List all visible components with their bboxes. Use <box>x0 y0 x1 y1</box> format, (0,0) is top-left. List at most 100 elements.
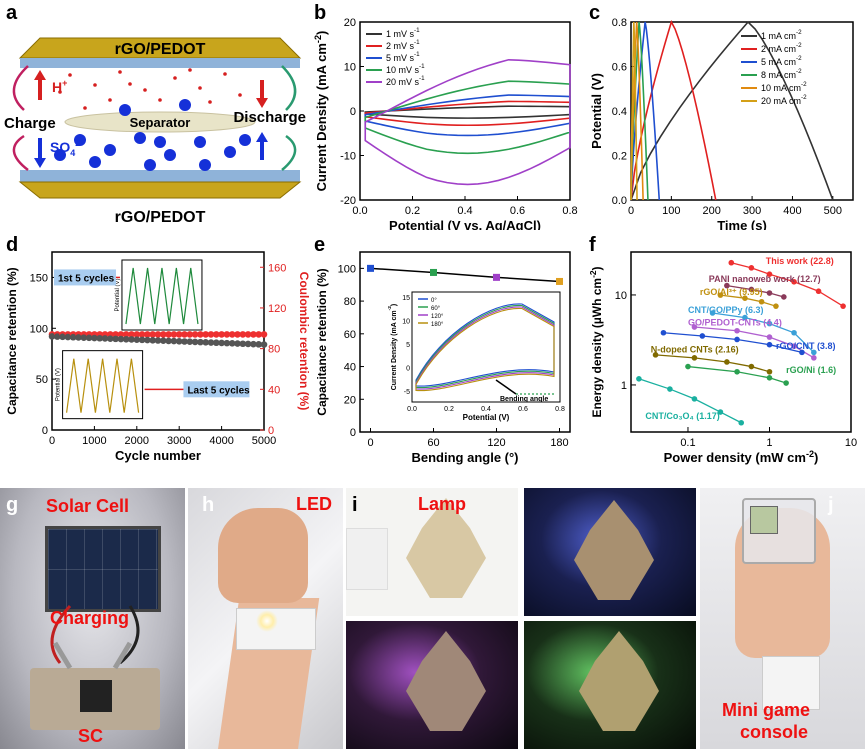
ragone-point <box>781 294 787 300</box>
sc-wristband <box>762 656 820 710</box>
series-label: PANI nanoweb work (12.7) <box>709 274 821 284</box>
ragone-point <box>667 386 673 392</box>
coulombic-point <box>239 331 247 338</box>
sulfate-dot <box>119 104 131 116</box>
coulombic-point <box>160 331 167 338</box>
y-tick-label: 10 <box>344 62 356 74</box>
coulombic-point <box>144 331 151 338</box>
x-tick-label: 60 <box>427 437 439 449</box>
inset-x-tick-label: 0.8 <box>555 406 565 413</box>
capacitance-point <box>48 333 56 340</box>
x-tick-label: 0.2 <box>405 205 420 217</box>
y2-tick-label: 120 <box>268 303 286 315</box>
inset-x-label: Potential (V) <box>463 413 510 422</box>
ragone-point <box>734 336 740 343</box>
series-label: rGO/Al³⁺ (9.95) <box>700 287 763 297</box>
coulombic-point <box>117 331 125 338</box>
capacitance-point <box>207 339 215 346</box>
bottom-electrode-label: rGO/PEDOT <box>115 209 206 226</box>
legend-label: 8 mA cm-2 <box>761 68 802 80</box>
inset-y-tick-label: 0 <box>406 366 410 373</box>
x-tick-label: 0.8 <box>562 205 577 217</box>
ragone-point <box>783 380 789 386</box>
y-tick-label: 0 <box>350 427 356 439</box>
series-label: N-doped CNTs (2.16) <box>651 344 739 354</box>
x-tick-label: 2000 <box>125 435 149 447</box>
ragone-point <box>766 341 773 348</box>
panel-letter: i <box>352 494 358 516</box>
panel-letter: f <box>589 234 596 256</box>
panel-letter: j <box>828 494 834 516</box>
coulombic-point <box>228 331 236 338</box>
cycling-chart: 0 1000 2000 3000 4000 50000501001500408012016… <box>5 251 311 463</box>
coulombic-point <box>128 331 135 338</box>
capacitance-point <box>154 337 162 344</box>
coulombic-point <box>133 331 141 338</box>
sc-label: SC <box>78 726 104 746</box>
coulombic-point <box>191 331 199 338</box>
capacitance-point <box>244 340 252 348</box>
y-tick-label: 40 <box>344 362 356 374</box>
capacitance-point <box>160 337 167 344</box>
capacitance-point <box>239 340 247 348</box>
ragone-point <box>717 409 724 415</box>
proton-dot <box>83 106 87 110</box>
proton-dot <box>223 72 227 76</box>
ragone-point <box>742 295 748 301</box>
capacitance-point <box>85 334 93 342</box>
capacitance-point <box>234 340 241 347</box>
y-tick-label: 20 <box>344 394 356 406</box>
coulombic-point <box>260 331 268 338</box>
lamp-photo-purple <box>346 621 518 749</box>
inset-legend-label: 120° <box>431 314 444 320</box>
proton-dot <box>68 73 72 77</box>
callout-first: 1st 5 cycles <box>58 273 115 284</box>
coulombic-point <box>165 331 172 338</box>
lamp-photo-off <box>346 488 518 616</box>
ragone-point <box>840 303 846 309</box>
coulombic-point <box>138 331 146 338</box>
capacitance-point <box>80 334 88 341</box>
console-screen <box>750 506 778 534</box>
ragone-point <box>717 292 724 298</box>
y-tick-label: 0.4 <box>612 106 627 118</box>
proton-dot <box>238 93 242 97</box>
y-tick-label: -10 <box>340 151 356 163</box>
legend-label: 5 mV s-1 <box>386 51 420 63</box>
capacitance-point <box>170 337 178 345</box>
panel-b: b 0.0 0.2 0.4 0.6 0.8 -20 -10 0 10 20 Potential (V… <box>310 0 585 233</box>
proton-dot <box>173 76 177 80</box>
legend-label: 2 mV s-1 <box>386 39 420 51</box>
y-tick-label: 60 <box>344 329 356 341</box>
x-tick-label: 4000 <box>209 435 233 447</box>
capacitance-point <box>186 338 194 346</box>
photo-h: h LED <box>188 488 343 749</box>
led-glow <box>256 610 278 632</box>
discharge-curve-top <box>281 65 297 111</box>
plot-frame <box>359 251 571 433</box>
sulfate-dot <box>239 134 251 146</box>
console-label-line1: Mini game <box>722 700 811 720</box>
inset-ylabel: Potential (V) <box>115 278 121 311</box>
capacitance-point <box>112 335 119 343</box>
retention-line <box>370 267 560 283</box>
inset-y-tick-label: -5 <box>404 389 410 396</box>
ragone-point <box>766 375 773 381</box>
cv-curve <box>364 58 571 186</box>
separator-membrane <box>64 111 256 133</box>
y-tick-label: 100 <box>338 263 356 275</box>
lamp-label: Lamp <box>418 494 467 514</box>
bend-illustration <box>495 379 517 395</box>
y-axis-label: Current Density (mA cm-2) <box>313 31 329 192</box>
y-tick-label: 0.0 <box>612 195 627 207</box>
ragone-line <box>687 365 787 384</box>
inset-legend-label: 60° <box>431 306 441 312</box>
x-axis-label: Potential (V vs. Ag/AgCl) <box>389 218 541 230</box>
proton-dot <box>128 82 132 86</box>
legend-label: 1 mV s-1 <box>386 27 420 39</box>
inset-cv-curve <box>415 307 555 392</box>
sulfate-ions <box>54 99 251 171</box>
capacitance-point <box>175 338 183 345</box>
gcd-curve <box>630 21 638 201</box>
